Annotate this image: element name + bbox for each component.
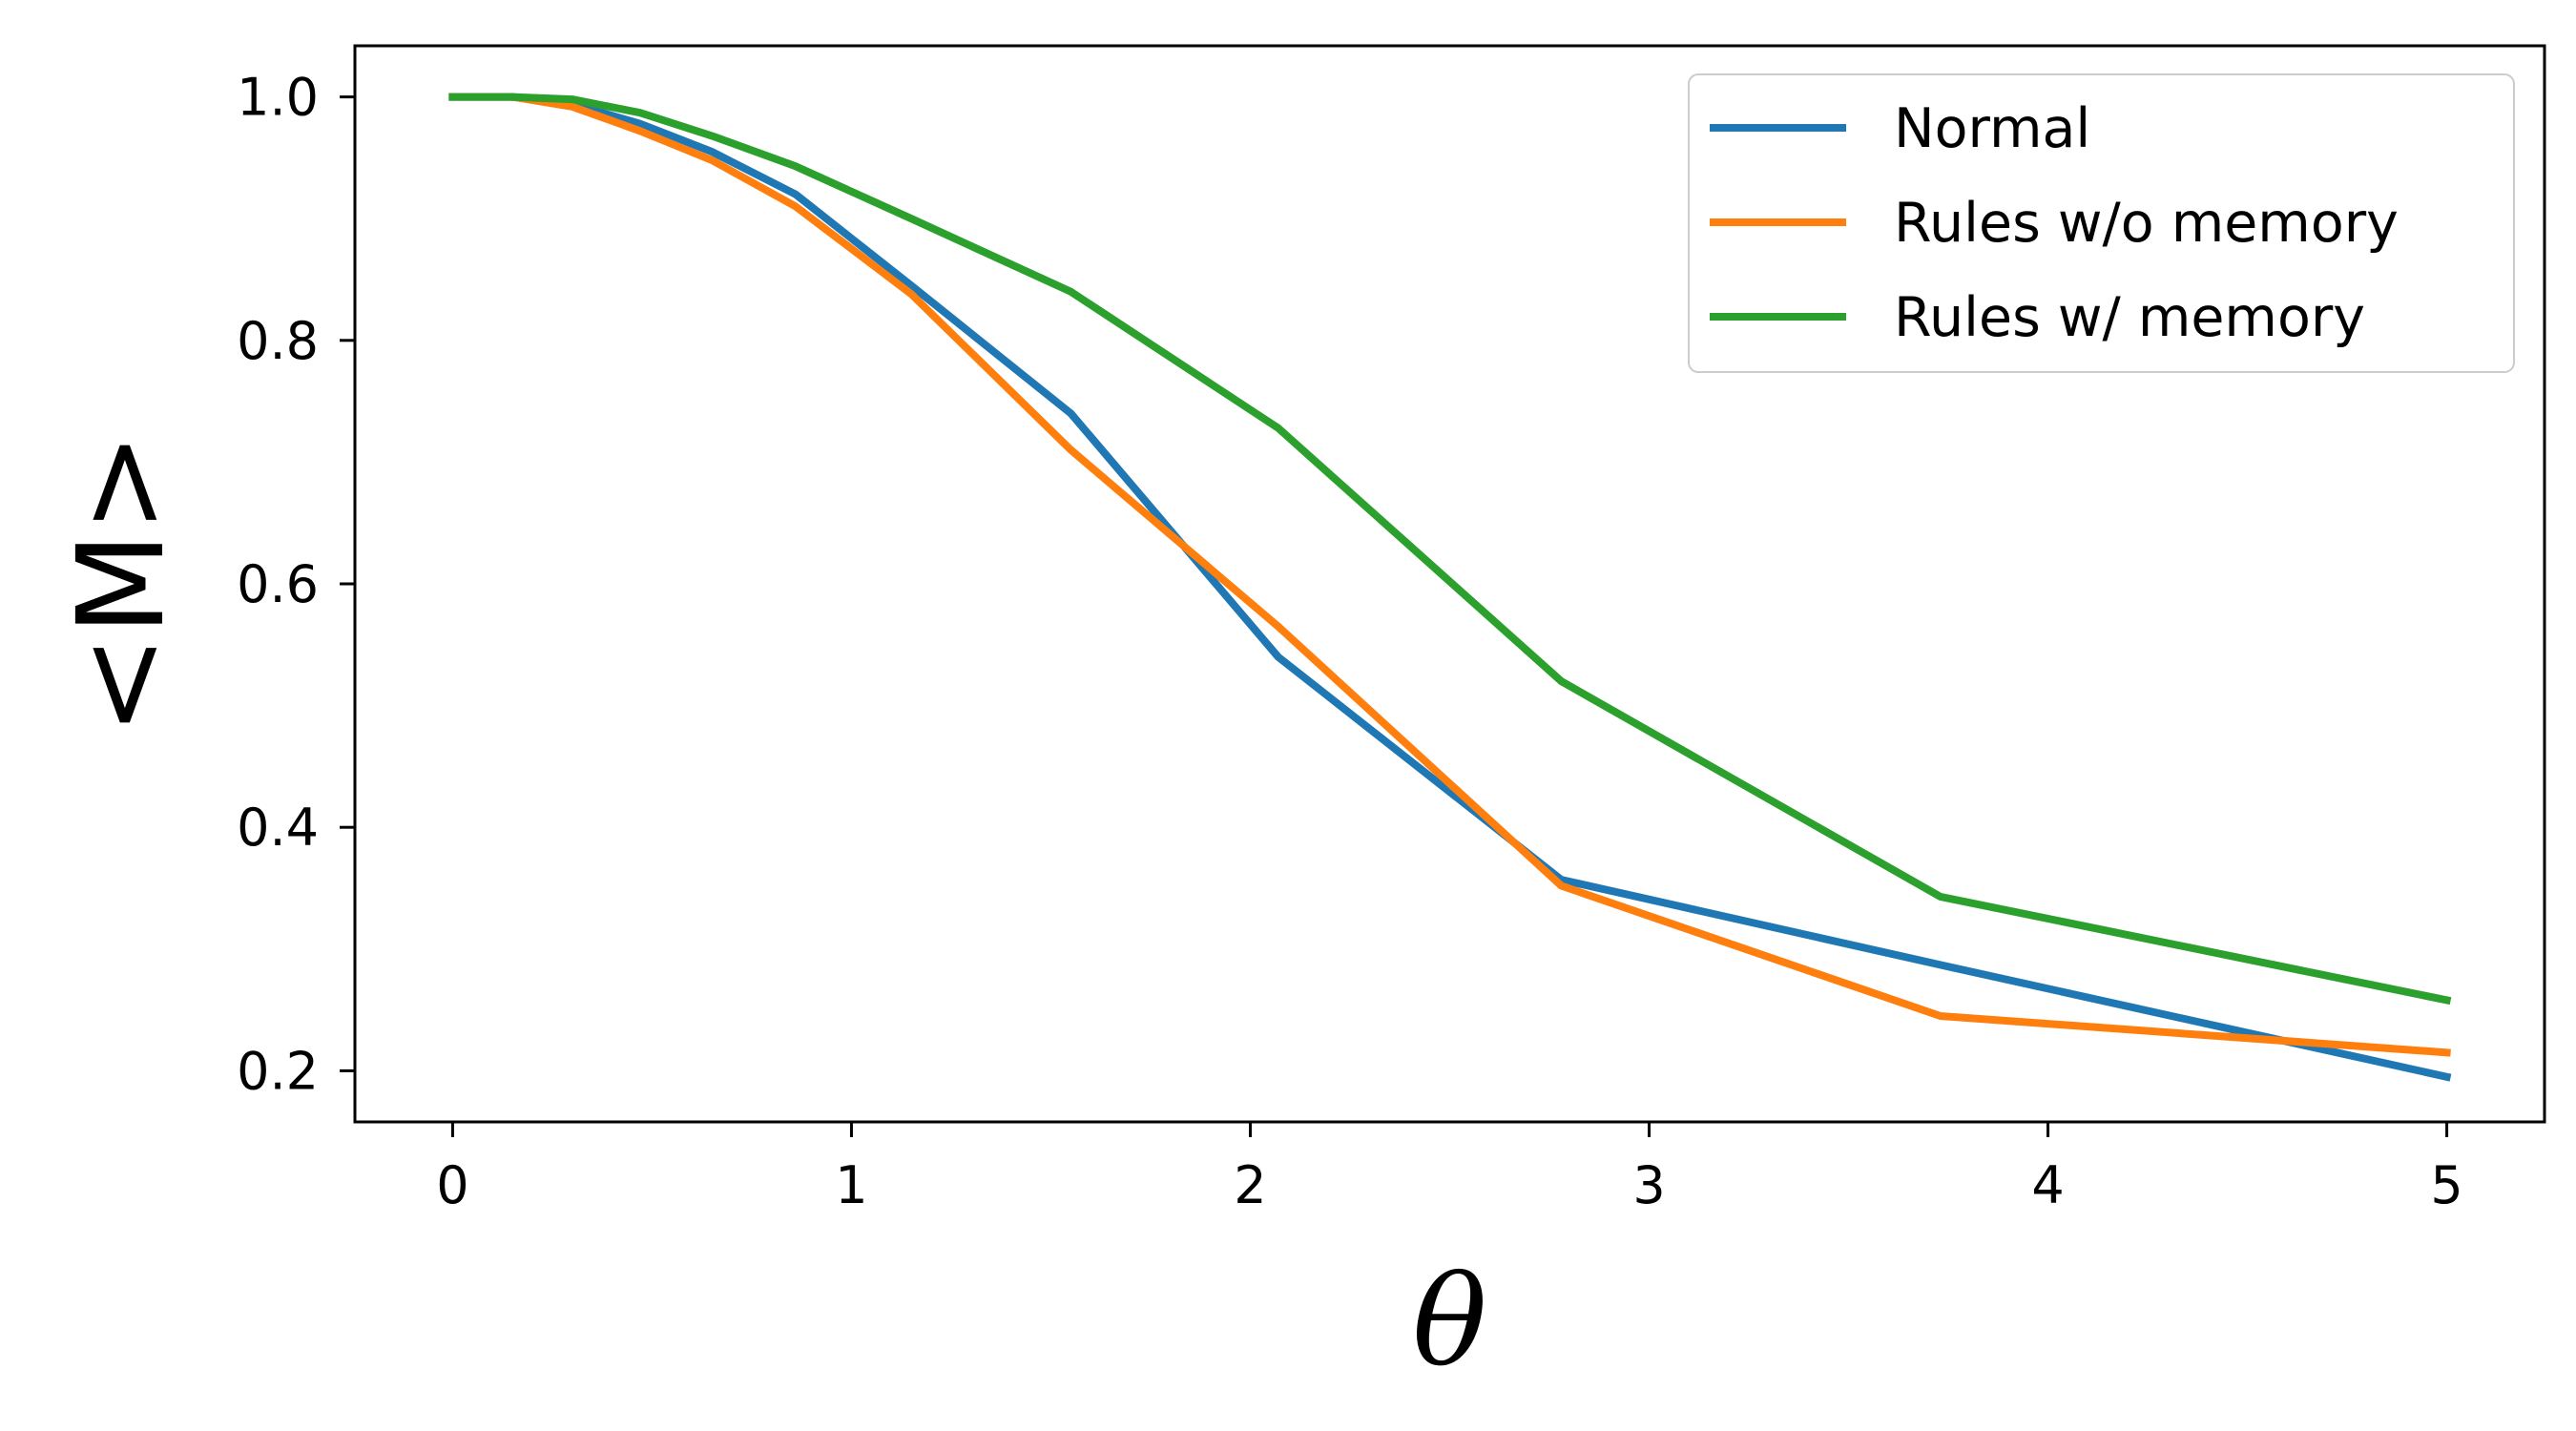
legend-label: Normal xyxy=(1894,97,2090,160)
legend-label: Rules w/ memory xyxy=(1894,286,2365,349)
x-tick-label: 5 xyxy=(2430,1155,2462,1215)
x-tick-label: 3 xyxy=(1632,1155,1665,1215)
series-lines xyxy=(448,93,2452,1082)
y-tick-label: 0.8 xyxy=(237,311,319,371)
y-tick-label: 0.6 xyxy=(237,554,319,614)
legend-frame xyxy=(1688,73,2515,373)
x-axis-label: θ xyxy=(1412,1249,1486,1394)
x-tick-label: 4 xyxy=(2031,1155,2064,1215)
x-axis: 0 1 2 3 4 5 xyxy=(436,1122,2463,1215)
y-tick-label: 1.0 xyxy=(237,68,319,128)
x-tick-label: 0 xyxy=(436,1155,468,1215)
y-tick-label: 0.4 xyxy=(237,798,319,858)
series-line-2 xyxy=(448,93,2451,1057)
y-axis: 0.2 0.4 0.6 0.8 1.0 xyxy=(237,68,355,1101)
legend-label: Rules w/o memory xyxy=(1894,192,2399,255)
series-line-3 xyxy=(448,93,2452,1006)
x-tick-label: 1 xyxy=(835,1155,867,1215)
legend: Normal Rules w/o memory Rules w/ memory xyxy=(1688,73,2515,373)
x-tick-label: 2 xyxy=(1234,1155,1266,1215)
y-axis-label: <M> xyxy=(52,432,191,735)
y-tick-label: 0.2 xyxy=(237,1041,319,1101)
